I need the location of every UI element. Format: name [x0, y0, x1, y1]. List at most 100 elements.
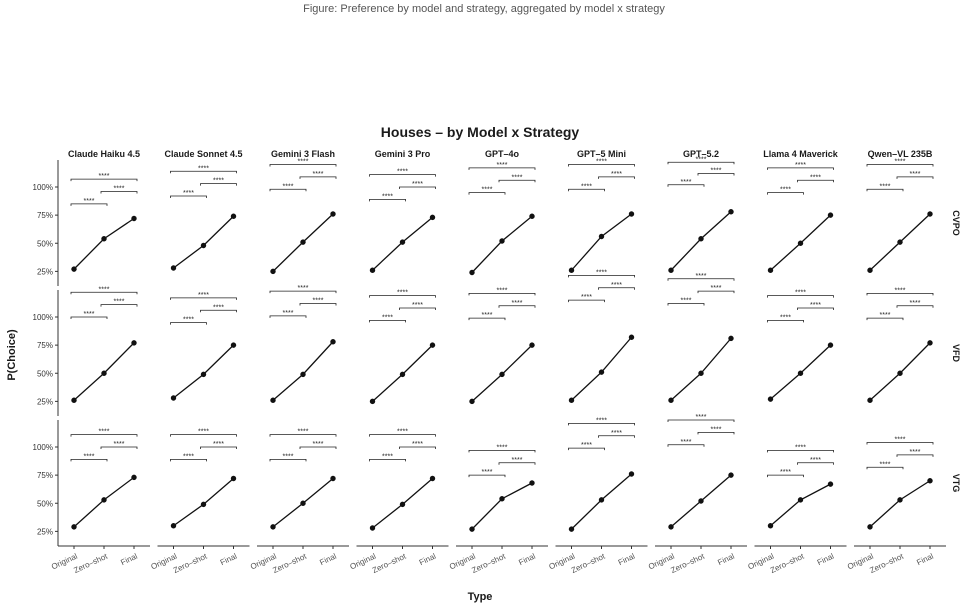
series-line: [571, 213, 632, 271]
data-point: [867, 524, 873, 530]
y-tick-label: 75%: [37, 341, 53, 350]
x-tick-label: Final: [318, 552, 338, 568]
significance-label: ****: [711, 168, 722, 175]
significance-bracket: [598, 287, 635, 290]
significance-label: ****: [84, 198, 95, 205]
data-point: [200, 242, 207, 249]
x-tick-label: Zero–shot: [172, 551, 209, 575]
significance-bracket: [399, 186, 436, 189]
significance-bracket: [269, 315, 307, 318]
significance-label: ****: [780, 187, 791, 194]
data-point: [170, 523, 177, 529]
significance-label: ****: [298, 159, 309, 166]
significance-bracket: [697, 431, 735, 435]
significance-label: ****: [397, 290, 408, 297]
significance-label: ****: [412, 181, 423, 188]
significance-bracket: [170, 322, 207, 325]
significance-label: ****: [84, 311, 95, 318]
significance-label: ****: [497, 287, 508, 294]
data-point: [668, 267, 674, 273]
significance-bracket: [598, 176, 635, 179]
significance-label: ****: [910, 300, 921, 307]
significance-label: ****: [581, 294, 592, 301]
data-point: [767, 267, 774, 273]
significance-bracket: [498, 179, 536, 183]
y-tick-label: 50%: [37, 369, 53, 378]
facet-label-model: Claude Sonnet 4.5: [164, 149, 242, 159]
significance-label: ****: [880, 461, 891, 468]
significance-bracket: [468, 474, 506, 478]
series-line: [869, 480, 931, 528]
significance-label: ****: [382, 453, 393, 460]
data-point: [927, 478, 933, 484]
data-point: [170, 395, 177, 401]
data-point: [101, 236, 107, 242]
significance-bracket: [70, 458, 108, 462]
data-point: [300, 500, 306, 506]
significance-label: ****: [313, 298, 324, 305]
x-tick-label: Final: [716, 552, 736, 568]
chart-title: Houses – by Model x Strategy: [381, 124, 580, 140]
significance-label: ****: [810, 302, 821, 309]
significance-bracket: [767, 474, 804, 478]
data-point: [399, 371, 406, 378]
significance-bracket: [170, 195, 207, 198]
significance-label: ****: [412, 441, 423, 448]
significance-label: ****: [183, 317, 194, 324]
facet-label-model: Claude Haiku 4.5: [68, 149, 140, 159]
data-point: [429, 214, 436, 221]
data-point: [927, 211, 933, 217]
data-point: [230, 475, 237, 482]
figure-caption: Figure: Preference by model and strategy…: [303, 3, 665, 15]
significance-label: ****: [512, 174, 523, 181]
data-point: [797, 497, 804, 503]
significance-label: ****: [84, 453, 95, 460]
data-point: [628, 334, 635, 340]
series-line: [73, 217, 135, 270]
significance-bracket: [767, 167, 834, 170]
significance-bracket: [269, 290, 337, 294]
significance-bracket: [797, 307, 834, 310]
data-point: [469, 398, 475, 405]
significance-bracket: [667, 303, 705, 306]
significance-bracket: [866, 292, 934, 296]
significance-label: ****: [581, 442, 592, 449]
data-point: [797, 240, 804, 246]
x-tick-label: Zero–shot: [470, 551, 507, 575]
x-tick-label: Final: [617, 552, 637, 568]
data-point: [469, 526, 475, 532]
data-point: [300, 371, 306, 378]
significance-bracket: [100, 446, 138, 449]
x-tick-label: Zero–shot: [371, 551, 408, 575]
y-tick-label: 100%: [33, 313, 53, 322]
significance-bracket: [468, 167, 536, 170]
significance-label: ****: [497, 162, 508, 169]
significance-label: ****: [99, 429, 110, 436]
significance-label: ****: [313, 441, 324, 448]
significance-bracket: [369, 434, 436, 437]
significance-bracket: [767, 449, 834, 453]
significance-bracket: [369, 198, 406, 202]
data-point: [698, 236, 704, 242]
x-tick-label: Zero–shot: [669, 551, 706, 575]
significance-bracket: [70, 316, 108, 319]
significance-label: ****: [581, 183, 592, 190]
significance-bracket: [797, 462, 834, 465]
significance-label: ****: [681, 179, 692, 186]
significance-bracket: [866, 164, 934, 167]
data-point: [200, 371, 207, 378]
significance-bracket: [697, 173, 735, 176]
x-tick-label: Zero–shot: [570, 551, 607, 575]
data-point: [270, 268, 276, 275]
significance-label: ****: [780, 469, 791, 476]
significance-label: ****: [696, 414, 707, 421]
data-point: [131, 215, 137, 222]
data-point: [867, 267, 873, 273]
significance-bracket: [200, 446, 237, 449]
significance-bracket: [70, 434, 138, 437]
significance-bracket: [568, 422, 635, 426]
facet-label-strategy: VTG: [951, 474, 961, 493]
significance-bracket: [200, 183, 237, 186]
data-point: [330, 339, 336, 345]
